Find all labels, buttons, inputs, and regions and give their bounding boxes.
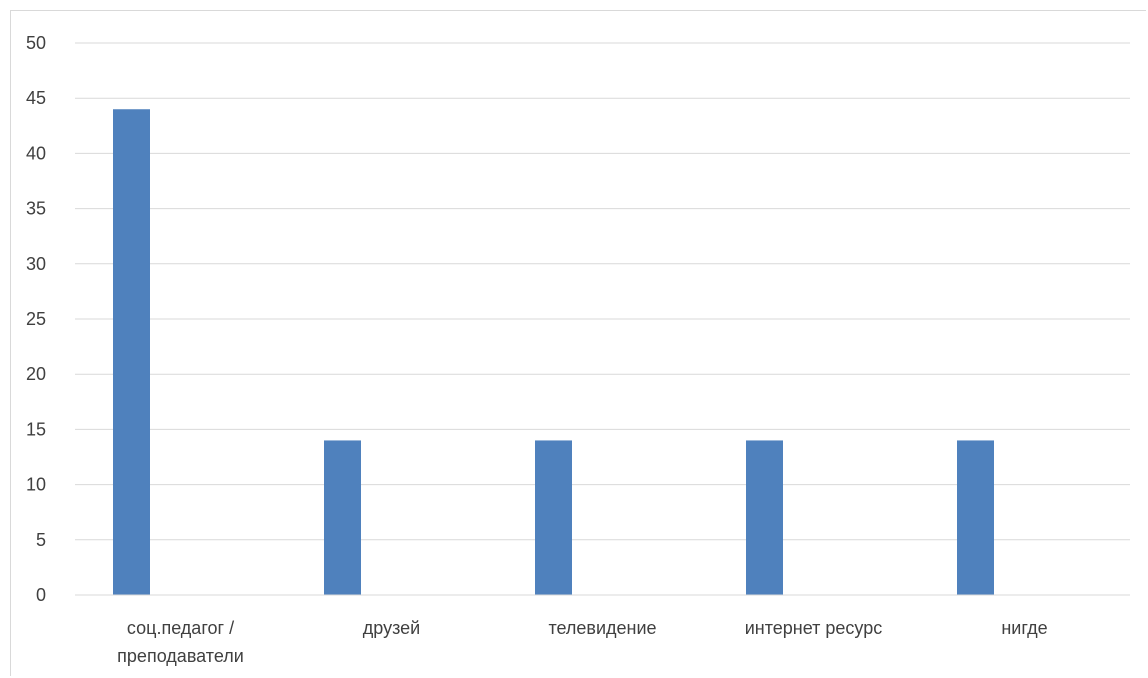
y-tick-label: 40 — [26, 143, 46, 163]
chart-frame — [10, 10, 1146, 676]
x-category-label: друзей — [363, 618, 420, 638]
bar — [746, 440, 783, 595]
x-category-label: телевидение — [548, 618, 656, 638]
bar — [957, 440, 994, 595]
x-category-label: соц.педагог / преподаватели — [117, 618, 244, 666]
y-tick-label: 20 — [26, 364, 46, 384]
y-tick-label: 25 — [26, 309, 46, 329]
bar — [324, 440, 361, 595]
y-tick-label: 50 — [26, 33, 46, 53]
y-tick-label: 5 — [36, 530, 46, 550]
gridlines — [75, 42, 1130, 541]
bar — [535, 440, 572, 595]
y-axis-ticks: 0 5 10 15 20 25 30 35 40 45 50 — [26, 33, 46, 605]
x-category-label: нигде — [1001, 618, 1047, 638]
y-tick-label: 45 — [26, 88, 46, 108]
y-tick-label: 35 — [26, 199, 46, 219]
x-category-label: интернет ресурс — [745, 618, 883, 638]
y-tick-label: 30 — [26, 254, 46, 274]
x-axis-labels: соц.педагог / преподаватели друзей телевиде… — [117, 618, 1047, 666]
y-tick-label: 0 — [36, 585, 46, 605]
bars — [113, 109, 994, 596]
y-tick-label: 15 — [26, 419, 46, 439]
bar — [113, 109, 150, 596]
y-tick-label: 10 — [26, 475, 46, 495]
